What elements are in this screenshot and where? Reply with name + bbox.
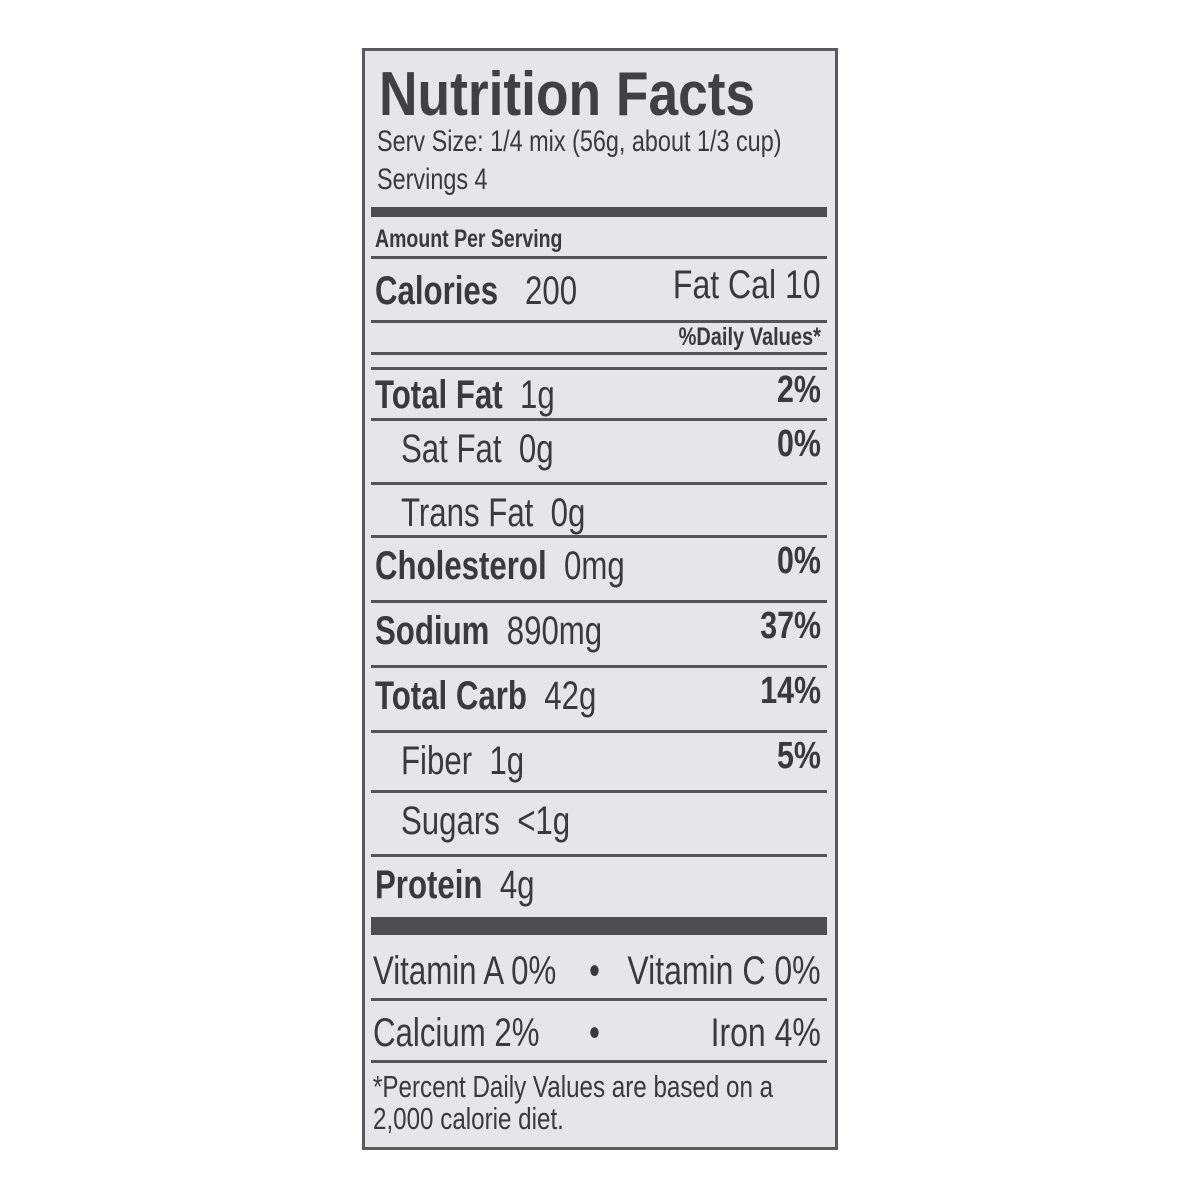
nutrient-daily-value: 0% (777, 423, 821, 465)
vitamin-c: Vitamin C 0% (627, 949, 821, 993)
nutrient-name: Total Fat (375, 373, 503, 417)
nutrient-row: Trans Fat 0g (371, 485, 827, 538)
amount-per-serving-row: Amount Per Serving (371, 221, 827, 259)
nutrient-amount: 4g (499, 863, 535, 907)
nutrient-daily-value: 14% (760, 670, 821, 712)
nutrient-amount: 1g (489, 739, 525, 783)
divider-thick (371, 207, 827, 217)
nutrient-label: Protein 4g (375, 863, 535, 908)
footnote-line-2: 2,000 calorie diet. (373, 1101, 564, 1136)
nutrient-name: Protein (375, 863, 483, 907)
label-title: Nutrition Facts (379, 60, 756, 129)
footnote-line-1: *Percent Daily Values are based on a (373, 1069, 774, 1104)
nutrient-amount: 0g (518, 427, 554, 471)
fat-calories: Fat Cal 10 (673, 263, 821, 307)
nutrient-row: Sat Fat 0g 0% (371, 421, 827, 485)
nutrient-name: Cholesterol (375, 544, 547, 588)
mineral-row: Calcium 2% • Iron 4% (371, 1001, 827, 1063)
nutrient-daily-value: 37% (760, 605, 821, 647)
nutrient-row: Sugars <1g (371, 793, 827, 857)
nutrient-label: Fiber 1g (401, 739, 524, 784)
nutrient-amount: 42g (544, 674, 597, 718)
nutrient-amount: 0g (550, 491, 586, 535)
nutrient-label: Total Carb 42g (375, 674, 596, 719)
nutrient-label: Sodium 890mg (375, 609, 602, 654)
nutrient-row: Total Fat 1g 2% (371, 367, 827, 421)
servings-per-container: Servings 4 (377, 163, 488, 196)
nutrient-label: Sugars <1g (401, 799, 570, 844)
nutrient-name: Sugars (401, 799, 500, 843)
nutrient-label: Cholesterol 0mg (375, 544, 625, 589)
nutrition-facts-label: Nutrition Facts Serv Size: 1/4 mix (56g,… (362, 48, 838, 1150)
serving-size: Serv Size: 1/4 mix (56g, about 1/3 cup) (377, 125, 782, 158)
nutrient-label: Sat Fat 0g (401, 427, 554, 472)
nutrient-daily-value: 5% (777, 735, 821, 777)
nutrient-amount: 0mg (563, 544, 625, 588)
amount-per-serving: Amount Per Serving (375, 225, 563, 253)
nutrient-amount: <1g (517, 799, 571, 843)
calories-row: Calories 200 Fat Cal 10 (371, 259, 827, 323)
nutrient-name: Fiber (401, 739, 473, 783)
nutrient-label: Trans Fat 0g (401, 491, 585, 536)
bullet: • (589, 1011, 600, 1055)
vitamin-a: Vitamin A 0% (373, 949, 557, 993)
nutrient-name: Sat Fat (401, 427, 502, 471)
nutrient-row: Total Carb 42g 14% (371, 668, 827, 733)
nutrient-name: Total Carb (375, 674, 527, 718)
vitamin-row: Vitamin A 0% • Vitamin C 0% (371, 937, 827, 1001)
divider-thin (371, 355, 827, 370)
nutrient-row: Protein 4g (371, 857, 827, 917)
nutrient-row: Sodium 890mg 37% (371, 603, 827, 668)
calories-label: Calories (375, 269, 499, 313)
iron: Iron 4% (710, 1011, 821, 1055)
bullet: • (589, 949, 600, 993)
nutrient-label: Total Fat 1g (375, 373, 555, 418)
calcium: Calcium 2% (373, 1011, 540, 1055)
nutrient-amount: 890mg (506, 609, 603, 653)
nutrient-daily-value: 2% (777, 369, 821, 411)
daily-values-header: %Daily Values* (678, 323, 821, 351)
nutrient-daily-value: 0% (777, 540, 821, 582)
nutrient-row: Cholesterol 0mg 0% (371, 538, 827, 603)
nutrient-row: Fiber 1g 5% (371, 733, 827, 793)
divider-thick (371, 917, 827, 935)
nutrient-amount: 1g (520, 373, 555, 417)
nutrient-name: Sodium (375, 609, 490, 653)
nutrient-name: Trans Fat (401, 491, 534, 535)
daily-values-header-row: %Daily Values* (371, 323, 827, 355)
calories-value: 200 (525, 269, 578, 313)
